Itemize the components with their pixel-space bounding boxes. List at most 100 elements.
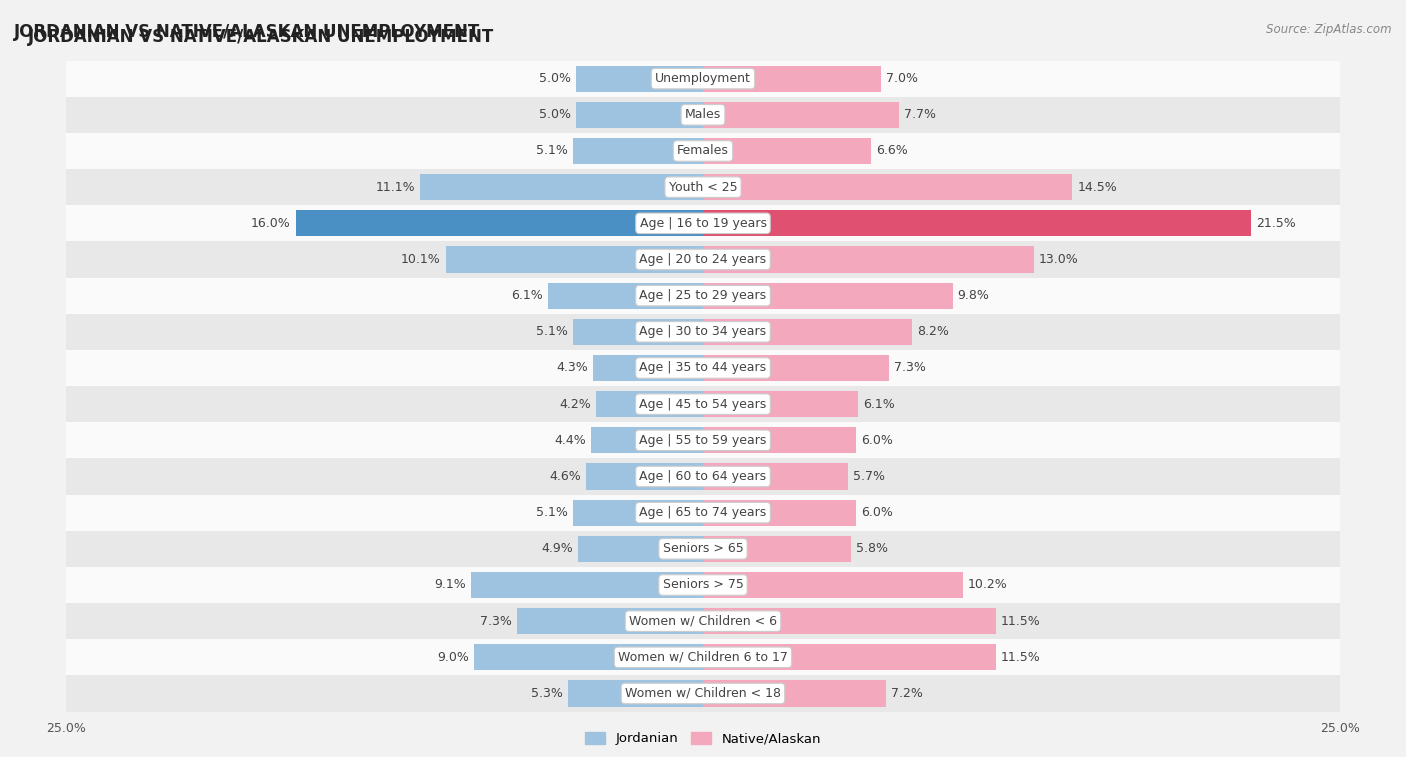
Text: 9.1%: 9.1%: [434, 578, 467, 591]
Text: 6.6%: 6.6%: [876, 145, 908, 157]
Text: Women w/ Children 6 to 17: Women w/ Children 6 to 17: [619, 651, 787, 664]
Text: Age | 30 to 34 years: Age | 30 to 34 years: [640, 326, 766, 338]
Bar: [474, 644, 703, 671]
Text: Women w/ Children < 6: Women w/ Children < 6: [628, 615, 778, 628]
Text: Seniors > 75: Seniors > 75: [662, 578, 744, 591]
Bar: [591, 427, 703, 453]
Text: 6.1%: 6.1%: [510, 289, 543, 302]
Text: Females: Females: [678, 145, 728, 157]
Bar: [703, 247, 1033, 273]
Bar: [578, 536, 703, 562]
Text: 5.8%: 5.8%: [856, 542, 887, 556]
Bar: [66, 205, 1340, 241]
Bar: [574, 138, 703, 164]
Bar: [66, 422, 1340, 459]
Text: 21.5%: 21.5%: [1256, 217, 1295, 230]
Text: Age | 65 to 74 years: Age | 65 to 74 years: [640, 506, 766, 519]
Bar: [517, 608, 703, 634]
Text: 9.8%: 9.8%: [957, 289, 990, 302]
Bar: [446, 247, 703, 273]
Bar: [574, 319, 703, 345]
Bar: [575, 101, 703, 128]
Bar: [703, 608, 995, 634]
Text: 10.2%: 10.2%: [967, 578, 1008, 591]
Text: Age | 60 to 64 years: Age | 60 to 64 years: [640, 470, 766, 483]
Bar: [703, 174, 1073, 200]
Bar: [575, 66, 703, 92]
Text: 4.4%: 4.4%: [554, 434, 586, 447]
Text: Age | 16 to 19 years: Age | 16 to 19 years: [640, 217, 766, 230]
Bar: [66, 241, 1340, 278]
Bar: [66, 133, 1340, 169]
Bar: [66, 313, 1340, 350]
Bar: [295, 210, 703, 236]
Text: 9.0%: 9.0%: [437, 651, 468, 664]
Text: 5.0%: 5.0%: [538, 108, 571, 121]
Text: 5.1%: 5.1%: [536, 506, 568, 519]
Text: Age | 45 to 54 years: Age | 45 to 54 years: [640, 397, 766, 410]
Bar: [66, 675, 1340, 712]
Text: 5.1%: 5.1%: [536, 326, 568, 338]
Bar: [703, 644, 995, 671]
Text: 11.5%: 11.5%: [1001, 615, 1040, 628]
Bar: [703, 572, 963, 598]
Bar: [66, 531, 1340, 567]
Text: 11.1%: 11.1%: [375, 181, 415, 194]
Text: 14.5%: 14.5%: [1077, 181, 1118, 194]
Text: 6.0%: 6.0%: [860, 506, 893, 519]
Text: 5.7%: 5.7%: [853, 470, 886, 483]
Bar: [66, 459, 1340, 494]
Bar: [586, 463, 703, 490]
Bar: [593, 355, 703, 381]
Bar: [471, 572, 703, 598]
Bar: [66, 61, 1340, 97]
Text: 16.0%: 16.0%: [250, 217, 291, 230]
Text: Age | 55 to 59 years: Age | 55 to 59 years: [640, 434, 766, 447]
Text: Unemployment: Unemployment: [655, 72, 751, 85]
Text: 7.7%: 7.7%: [904, 108, 936, 121]
Text: 6.1%: 6.1%: [863, 397, 896, 410]
Bar: [596, 391, 703, 417]
Text: 11.5%: 11.5%: [1001, 651, 1040, 664]
Bar: [703, 282, 953, 309]
Text: 4.2%: 4.2%: [560, 397, 591, 410]
Bar: [703, 391, 858, 417]
Text: Source: ZipAtlas.com: Source: ZipAtlas.com: [1267, 23, 1392, 36]
Text: 7.3%: 7.3%: [479, 615, 512, 628]
Bar: [66, 350, 1340, 386]
Bar: [66, 567, 1340, 603]
Bar: [703, 66, 882, 92]
Bar: [703, 355, 889, 381]
Text: Youth < 25: Youth < 25: [669, 181, 737, 194]
Bar: [66, 494, 1340, 531]
Text: 7.0%: 7.0%: [886, 72, 918, 85]
Bar: [574, 500, 703, 525]
Legend: Jordanian, Native/Alaskan: Jordanian, Native/Alaskan: [579, 727, 827, 750]
Text: 7.3%: 7.3%: [894, 362, 927, 375]
Text: 6.0%: 6.0%: [860, 434, 893, 447]
Text: 8.2%: 8.2%: [917, 326, 949, 338]
Text: 4.9%: 4.9%: [541, 542, 574, 556]
Text: JORDANIAN VS NATIVE/ALASKAN UNEMPLOYMENT: JORDANIAN VS NATIVE/ALASKAN UNEMPLOYMENT: [14, 23, 481, 41]
Text: JORDANIAN VS NATIVE/ALASKAN UNEMPLOYMENT: JORDANIAN VS NATIVE/ALASKAN UNEMPLOYMENT: [28, 28, 495, 46]
Text: 7.2%: 7.2%: [891, 687, 924, 700]
Bar: [703, 210, 1250, 236]
Text: 4.6%: 4.6%: [548, 470, 581, 483]
Bar: [420, 174, 703, 200]
Text: 4.3%: 4.3%: [557, 362, 588, 375]
Bar: [66, 169, 1340, 205]
Bar: [66, 278, 1340, 313]
Text: Age | 25 to 29 years: Age | 25 to 29 years: [640, 289, 766, 302]
Bar: [703, 101, 898, 128]
Text: 10.1%: 10.1%: [401, 253, 440, 266]
Bar: [66, 639, 1340, 675]
Bar: [703, 463, 848, 490]
Bar: [66, 386, 1340, 422]
Bar: [703, 500, 856, 525]
Text: Women w/ Children < 18: Women w/ Children < 18: [626, 687, 780, 700]
Bar: [548, 282, 703, 309]
Text: 13.0%: 13.0%: [1039, 253, 1078, 266]
Bar: [703, 319, 912, 345]
Bar: [703, 681, 886, 706]
Bar: [703, 536, 851, 562]
